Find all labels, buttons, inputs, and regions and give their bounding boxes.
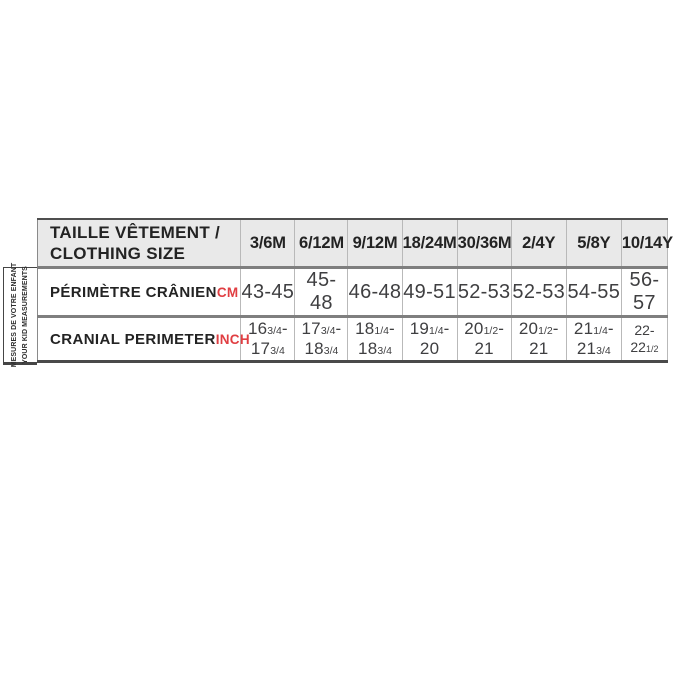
inch-value: 173/4- 183/4 xyxy=(294,316,348,363)
size-table: TAILLE VÊTEMENT / CLOTHING SIZE 3/6M 6/1… xyxy=(37,218,673,363)
inch-value: 22-221/2 xyxy=(620,316,668,363)
cm-unit-label: CM xyxy=(216,284,239,300)
inch-value: 201/2- 21 xyxy=(510,316,567,363)
column-header-9-12m: 9/12M xyxy=(347,219,403,269)
side-note-text: MESURES DE VOTRE ENFANT YOUR KID MEASURE… xyxy=(10,263,32,368)
cm-value: 56-57 xyxy=(620,267,668,318)
column-header-6-12m: 6/12M xyxy=(294,219,348,269)
inch-value: 201/2- 21 xyxy=(456,316,512,363)
column-header-18-24m: 18/24M xyxy=(401,219,458,269)
table-title: TAILLE VÊTEMENT / CLOTHING SIZE xyxy=(37,219,241,269)
cm-row-label-cell: PÉRIMÈTRE CRÂNIEN CM xyxy=(37,267,241,318)
column-header-5-8y: 5/8Y xyxy=(565,219,622,269)
row-label-fr: PÉRIMÈTRE CRÂNIEN xyxy=(50,283,217,301)
cm-row: PÉRIMÈTRE CRÂNIEN CM 43-45 45-48 46-48 4… xyxy=(37,267,668,318)
column-header-30-36m: 30/36M xyxy=(456,219,512,269)
inch-value: 163/4- 173/4 xyxy=(240,316,295,363)
column-header-10-14y: 10/14Y xyxy=(620,219,673,269)
cm-value: 54-55 xyxy=(565,267,622,318)
cm-value: 45-48 xyxy=(294,267,348,318)
cm-value: 46-48 xyxy=(347,267,403,318)
cm-value: 52-53 xyxy=(456,267,512,318)
inch-value: 181/4- 183/4 xyxy=(347,316,403,363)
measurements-side-note: MESURES DE VOTRE ENFANT YOUR KID MEASURE… xyxy=(3,263,37,367)
inch-row-label-cell: CRANIAL PERIMETER INCH xyxy=(37,316,250,363)
size-chart-figure: MESURES DE VOTRE ENFANT YOUR KID MEASURE… xyxy=(3,218,673,367)
table-title-fr: TAILLE VÊTEMENT / xyxy=(50,222,221,242)
cm-value: 52-53 xyxy=(510,267,567,318)
column-header-2-4y: 2/4Y xyxy=(510,219,567,269)
cm-value: 49-51 xyxy=(401,267,458,318)
side-note-line-fr: MESURES DE VOTRE ENFANT xyxy=(10,262,18,368)
header-row: TAILLE VÊTEMENT / CLOTHING SIZE 3/6M 6/1… xyxy=(37,219,673,269)
column-header-3-6m: 3/6M xyxy=(240,219,295,269)
side-note-line-en: YOUR KID MEASUREMENTS xyxy=(21,266,29,364)
inch-value: 191/4- 20 xyxy=(401,316,458,363)
inch-unit-label: INCH xyxy=(215,331,250,347)
table-title-en: CLOTHING SIZE xyxy=(50,244,186,263)
inch-row: CRANIAL PERIMETER INCH 163/4- 173/4 173/… xyxy=(37,316,668,363)
inch-value: 211/4- 213/4 xyxy=(565,316,622,363)
row-label-en: CRANIAL PERIMETER xyxy=(50,330,216,348)
cm-value: 43-45 xyxy=(240,267,295,318)
